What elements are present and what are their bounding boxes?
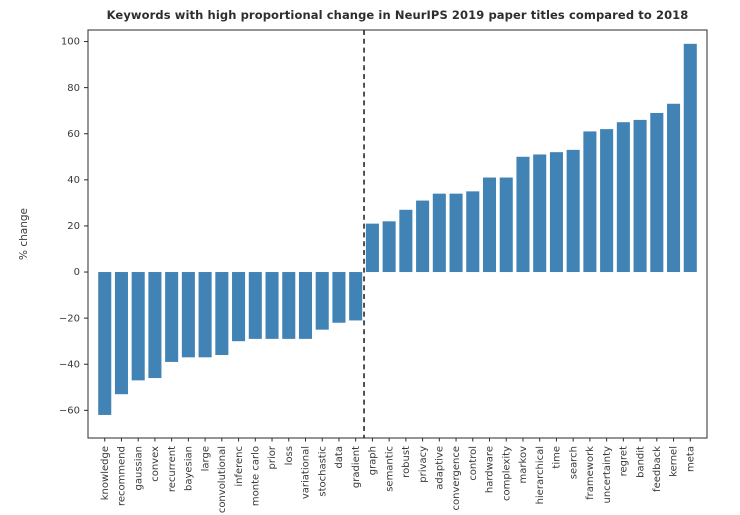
x-tick-label-knowledge: knowledge xyxy=(100,446,111,500)
x-tick-label-recurrent: recurrent xyxy=(167,446,178,492)
bar-privacy xyxy=(416,200,430,273)
x-tick-label-graph: graph xyxy=(368,446,379,475)
x-tick-label-monte-carlo: monte carlo xyxy=(251,446,262,506)
bar-graph xyxy=(365,223,379,273)
x-tick-label-data: data xyxy=(334,446,345,469)
bar-large xyxy=(198,272,212,358)
y-tick-label: 100 xyxy=(61,37,80,48)
x-tick-label-gaussian: gaussian xyxy=(133,446,144,490)
x-tick-label-complexity: complexity xyxy=(501,446,512,501)
y-tick-label: 80 xyxy=(67,83,80,94)
x-tick-label-bandit: bandit xyxy=(635,446,646,478)
bar-stochastic xyxy=(315,272,329,330)
x-tick-label-robust: robust xyxy=(401,446,412,478)
bar-semantic xyxy=(382,221,396,273)
y-tick-label: 20 xyxy=(67,221,80,232)
x-tick-label-bayesian: bayesian xyxy=(184,446,195,491)
bar-gradient xyxy=(349,272,363,321)
bar-bandit xyxy=(633,119,647,273)
bar-adaptive xyxy=(432,193,446,273)
bar-kernel xyxy=(667,103,681,273)
x-tick-label-convergence: convergence xyxy=(451,446,462,510)
bar-inferenc xyxy=(232,272,246,342)
x-tick-label-loss: loss xyxy=(284,446,295,465)
bar-meta xyxy=(683,43,697,273)
bar-convex xyxy=(148,272,162,379)
y-tick-label: −60 xyxy=(59,406,80,417)
bar-search xyxy=(566,149,580,273)
y-tick-label: 40 xyxy=(67,175,80,186)
bar-recurrent xyxy=(165,272,179,362)
x-tick-label-meta: meta xyxy=(685,446,696,472)
bar-prior xyxy=(265,272,279,339)
bar-markov xyxy=(516,156,530,273)
y-tick-label: −20 xyxy=(59,313,80,324)
bar-hierarchical xyxy=(533,154,547,273)
chart-title: Keywords with high proportional change i… xyxy=(106,8,689,22)
x-tick-label-feedback: feedback xyxy=(652,446,663,492)
bar-convergence xyxy=(449,193,463,273)
plot-border xyxy=(87,29,708,439)
x-tick-label-inferenc: inferenc xyxy=(234,446,245,487)
x-tick-label-time: time xyxy=(552,446,563,469)
bar-hardware xyxy=(482,177,497,273)
x-tick-label-large: large xyxy=(200,446,211,471)
bar-data xyxy=(332,272,346,323)
bar-monte-carlo xyxy=(248,272,262,339)
x-tick-label-search: search xyxy=(568,446,579,479)
x-tick-label-stochastic: stochastic xyxy=(317,446,328,497)
x-tick-label-prior: prior xyxy=(267,445,278,469)
bar-time xyxy=(549,152,563,273)
x-tick-label-convolutional: convolutional xyxy=(217,446,228,513)
bar-robust xyxy=(399,209,413,273)
bar-framework xyxy=(583,131,597,273)
x-tick-label-semantic: semantic xyxy=(384,446,395,492)
bar-recommend xyxy=(114,272,128,395)
bar-knowledge xyxy=(98,272,112,415)
y-tick-label: 60 xyxy=(67,129,80,140)
x-tick-label-recommend: recommend xyxy=(117,446,128,506)
bar-loss xyxy=(282,272,296,339)
y-tick-label: 0 xyxy=(74,267,80,278)
bar-feedback xyxy=(650,112,664,273)
x-tick-label-framework: framework xyxy=(585,446,596,500)
x-tick-label-adaptive: adaptive xyxy=(435,446,446,490)
bar-complexity xyxy=(499,177,513,273)
bar-gaussian xyxy=(131,272,145,381)
bar-control xyxy=(466,191,480,273)
x-tick-label-gradient: gradient xyxy=(351,446,362,488)
bar-regret xyxy=(616,122,630,273)
y-tick-label: −40 xyxy=(59,359,80,370)
x-tick-label-hierarchical: hierarchical xyxy=(535,446,546,504)
x-tick-label-regret: regret xyxy=(619,446,630,476)
x-tick-label-markov: markov xyxy=(518,446,529,484)
bar-bayesian xyxy=(181,272,195,358)
x-tick-label-convex: convex xyxy=(150,446,161,482)
x-tick-label-privacy: privacy xyxy=(418,446,429,483)
x-tick-label-variational: variational xyxy=(301,446,312,499)
x-tick-label-hardware: hardware xyxy=(485,446,496,493)
bar-variational xyxy=(298,272,313,339)
x-tick-label-kernel: kernel xyxy=(669,446,680,477)
x-tick-label-uncertainty: uncertainty xyxy=(602,446,613,504)
bar-uncertainty xyxy=(600,129,614,273)
bar-convolutional xyxy=(215,272,229,356)
x-tick-label-control: control xyxy=(468,446,479,481)
